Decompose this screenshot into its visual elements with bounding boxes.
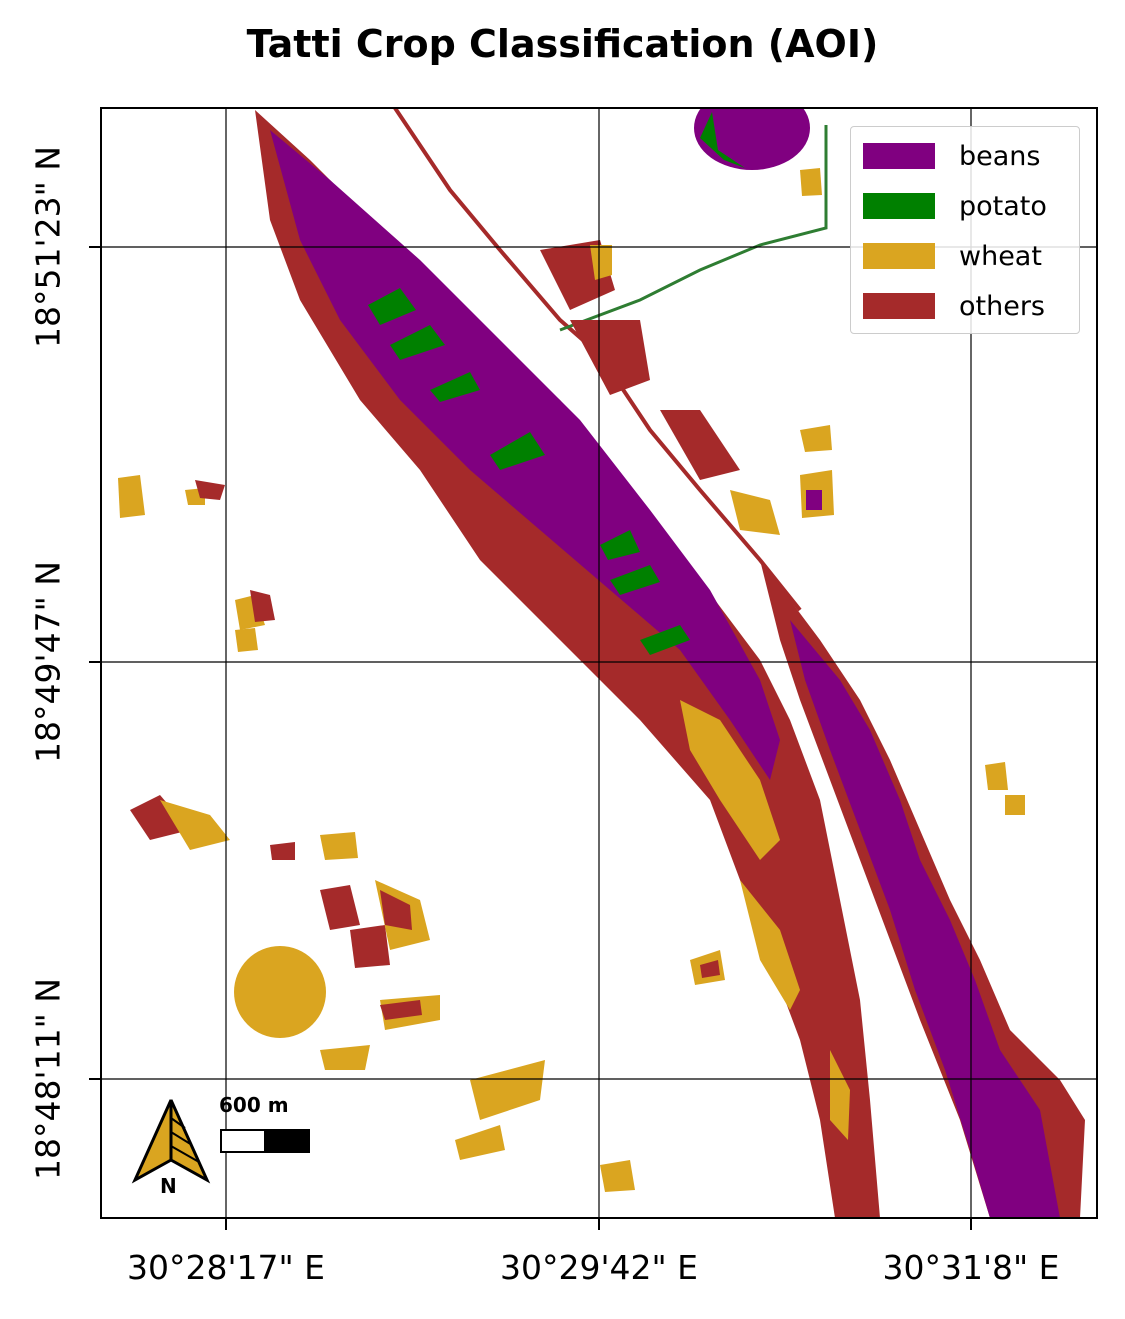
legend-label: beans — [959, 141, 1041, 172]
legend-swatch — [863, 193, 935, 219]
legend: beans potato wheat others — [850, 126, 1080, 334]
wheat-field — [320, 832, 358, 860]
wheat-field — [800, 425, 832, 452]
y-tick-label: 18°49'47" N — [28, 561, 68, 763]
canal-line — [559, 125, 828, 332]
legend-label: wheat — [959, 241, 1042, 272]
north-arrow-label: N — [160, 1174, 177, 1198]
scale-bar — [220, 1129, 310, 1153]
others-field — [350, 925, 390, 968]
others-field — [380, 890, 412, 930]
potato-block — [610, 565, 660, 595]
potato-block — [368, 288, 416, 325]
beans-strip-right — [790, 620, 1060, 1218]
others-field — [195, 480, 225, 500]
axis-ticks — [89, 246, 972, 1230]
others-field — [250, 590, 275, 622]
legend-swatch — [863, 293, 935, 319]
legend-label: others — [959, 291, 1045, 322]
beans-patch — [700, 112, 745, 168]
legend-label: potato — [959, 191, 1047, 222]
wheat-field — [160, 800, 230, 850]
north-arrow-icon — [131, 1099, 211, 1184]
wheat-field — [235, 628, 258, 652]
legend-swatch — [863, 143, 935, 169]
wheat-field — [320, 1045, 370, 1070]
x-tick-label: 30°29'42" E — [499, 1248, 699, 1287]
wheat-strip-patch — [830, 1050, 850, 1140]
wheat-strip-patch — [680, 700, 780, 860]
wheat-field — [455, 1125, 505, 1160]
potato-block — [390, 325, 445, 360]
potato-block — [490, 432, 545, 470]
classification-raster — [118, 108, 1085, 1218]
wheat-field — [1005, 795, 1025, 815]
wheat-field — [600, 1160, 635, 1192]
others-field — [270, 842, 295, 860]
wheat-strip-patch — [740, 880, 800, 1010]
wheat-field — [985, 762, 1008, 790]
y-tick-label: 18°48'11" N — [28, 978, 68, 1180]
others-field — [320, 885, 360, 930]
map-title: Tatti Crop Classification (AOI) — [246, 22, 879, 66]
legend-swatch — [863, 243, 935, 269]
scale-bar-label: 600 m — [219, 1093, 289, 1117]
wheat-field — [590, 245, 612, 280]
potato-block — [600, 530, 640, 560]
potato-block — [430, 372, 480, 402]
wheat-field — [470, 1060, 545, 1120]
others-field — [700, 960, 720, 978]
wheat-circle-field — [234, 946, 326, 1038]
wheat-field — [800, 168, 822, 196]
others-field — [570, 320, 650, 395]
wheat-field — [118, 475, 145, 518]
x-tick-label: 30°31'8" E — [882, 1248, 1060, 1287]
y-tick-label: 18°51'23" N — [28, 146, 68, 348]
others-field — [380, 1000, 422, 1020]
x-tick-label: 30°28'17" E — [126, 1248, 326, 1287]
plot-frame — [100, 107, 1098, 1219]
others-field — [130, 795, 190, 840]
beans-field — [806, 490, 822, 510]
potato-block — [640, 625, 690, 655]
others-field — [660, 410, 740, 480]
wheat-field — [730, 490, 780, 535]
